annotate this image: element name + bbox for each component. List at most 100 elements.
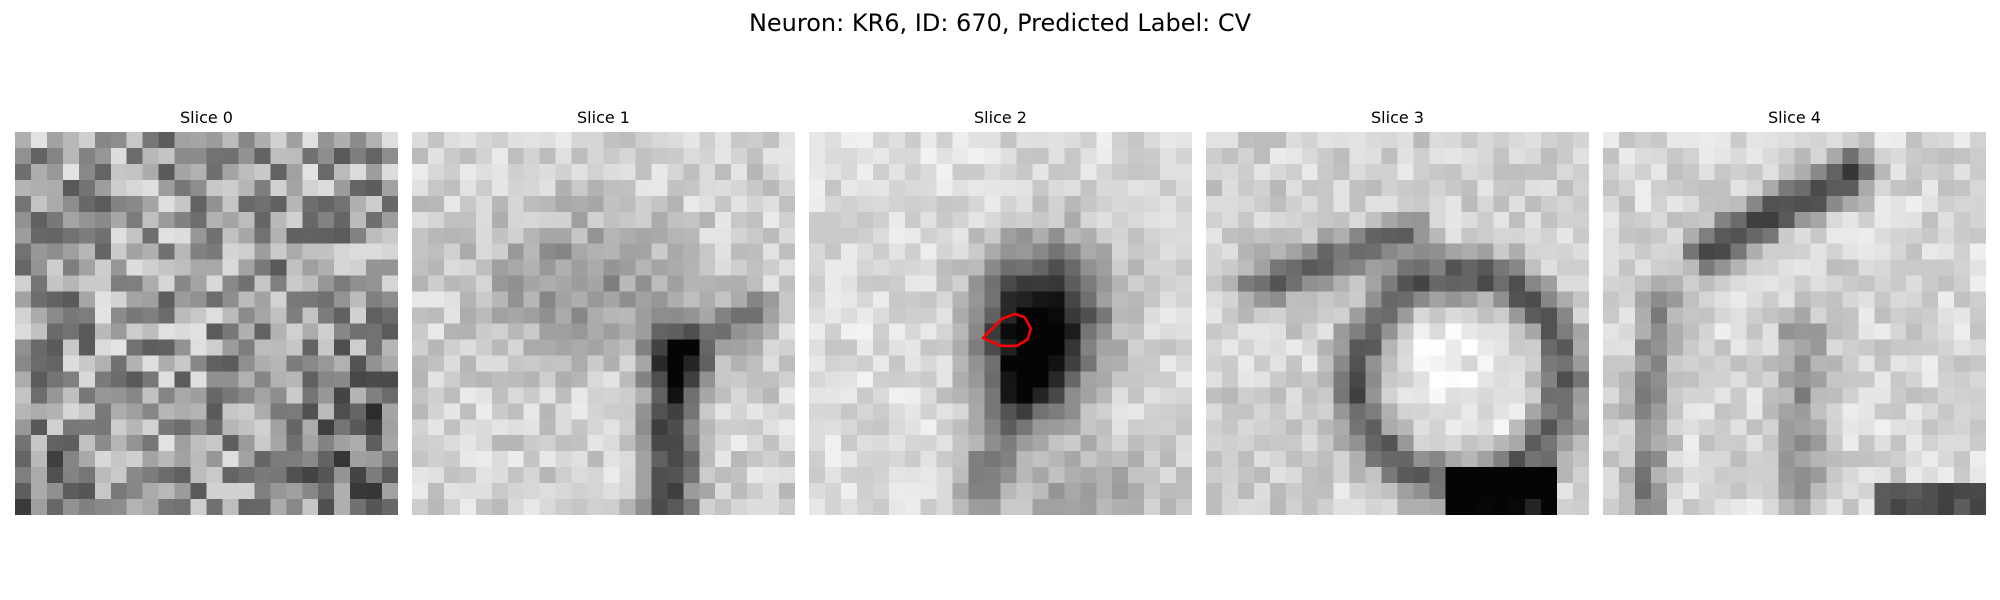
pixel: [459, 275, 477, 292]
pixel: [683, 147, 700, 165]
pixel: [1032, 339, 1049, 356]
pixel: [1493, 163, 1510, 181]
pixel: [1429, 387, 1446, 404]
pixel: [254, 275, 271, 292]
pixel: [158, 291, 175, 308]
pixel: [1954, 147, 1971, 165]
pixel: [667, 451, 684, 468]
pixel: [984, 307, 1001, 324]
pixel: [78, 355, 96, 372]
pixel: [1682, 132, 1700, 149]
pixel: [334, 307, 351, 324]
pixel: [1714, 451, 1731, 468]
pixel: [270, 467, 287, 484]
pixel: [968, 435, 985, 452]
pixel: [142, 403, 159, 420]
pixel: [1826, 163, 1843, 181]
pixel: [1048, 387, 1065, 404]
pixel: [1016, 403, 1033, 420]
pixel: [1064, 387, 1081, 404]
pixel: [222, 307, 239, 324]
pixel: [491, 275, 509, 292]
pixel: [1922, 147, 1939, 165]
pixel: [856, 195, 874, 213]
pixel: [1906, 163, 1923, 181]
pixel: [619, 211, 636, 229]
pixel: [1080, 419, 1097, 436]
pixel: [763, 307, 780, 324]
pixel: [1938, 132, 1955, 149]
pixel: [1429, 451, 1446, 468]
pixel: [651, 387, 668, 404]
pixel: [1618, 307, 1636, 324]
pixel: [1413, 211, 1430, 229]
pixel: [318, 147, 335, 165]
pixel: [1000, 132, 1017, 149]
pixel: [94, 467, 112, 484]
pixel: [270, 483, 287, 500]
pixel: [1746, 179, 1763, 197]
pixel: [491, 451, 509, 468]
pixel: [1493, 339, 1510, 356]
pixel: [1714, 259, 1731, 276]
pixel: [412, 179, 429, 197]
pixel: [1237, 211, 1255, 229]
pixel: [110, 403, 128, 420]
pixel: [1080, 275, 1097, 292]
pixel: [1253, 132, 1271, 149]
pixel: [1032, 243, 1049, 260]
pixel: [635, 147, 652, 165]
pixel: [1206, 387, 1223, 404]
pixel: [1253, 307, 1271, 324]
pixel: [1237, 291, 1255, 308]
pixel: [523, 387, 540, 404]
pixel: [1874, 467, 1891, 484]
pixel: [222, 163, 239, 181]
pixel: [1237, 132, 1255, 149]
pixel: [824, 371, 842, 388]
pixel: [94, 403, 112, 420]
pixel: [475, 499, 493, 515]
pixel: [1080, 451, 1097, 468]
pixel: [523, 132, 540, 149]
pixel: [1080, 163, 1097, 181]
pixel: [382, 467, 398, 484]
pixel: [1509, 195, 1526, 213]
pixel: [1176, 323, 1192, 340]
pixel: [1349, 307, 1366, 324]
pixel: [1509, 227, 1526, 245]
pixel: [1698, 451, 1716, 468]
pixel: [984, 163, 1001, 181]
pixel: [1397, 259, 1414, 276]
pixel: [1269, 275, 1287, 292]
pixel: [62, 259, 80, 276]
pixel: [1618, 179, 1636, 197]
pixel: [1301, 355, 1319, 372]
pixel: [1144, 467, 1161, 484]
pixel: [1938, 467, 1955, 484]
pixel: [872, 147, 890, 165]
pixel: [888, 163, 906, 181]
pixel: [15, 227, 32, 245]
pixel: [667, 163, 684, 181]
pixel: [1714, 371, 1731, 388]
pixel: [459, 323, 477, 340]
pixel: [1541, 163, 1558, 181]
pixel: [856, 132, 874, 149]
pixel: [747, 163, 764, 181]
pixel: [1666, 179, 1684, 197]
pixel: [747, 483, 764, 500]
pixel: [206, 451, 223, 468]
pixel: [1762, 355, 1779, 372]
pixel: [1573, 403, 1589, 420]
pixel: [1112, 307, 1129, 324]
pixel: [1858, 403, 1875, 420]
pixel: [539, 371, 556, 388]
pixel: [888, 243, 906, 260]
pixel: [1413, 275, 1430, 292]
pixel: [619, 467, 636, 484]
pixel: [1413, 403, 1430, 420]
pixel: [1365, 339, 1382, 356]
pixel: [1206, 147, 1223, 165]
pixel: [1874, 355, 1891, 372]
